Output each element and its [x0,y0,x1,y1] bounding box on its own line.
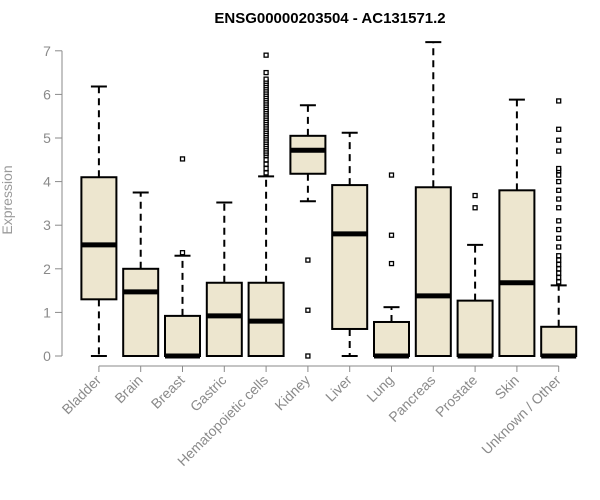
outlier-point [556,126,562,132]
outlier-point [556,235,562,241]
outlier-point [263,52,269,58]
y-tick-label: 4 [43,174,51,190]
outlier-point [179,250,186,256]
outlier-point [388,232,395,238]
outlier-point [556,261,562,268]
y-tick-label: 1 [43,304,51,320]
y-axis-label: Expression [0,165,15,234]
outlier-point [263,157,269,163]
outlier-point [556,98,562,104]
iqr-box [205,281,243,358]
iqr-box [456,299,494,357]
iqr-box [414,186,452,357]
y-tick-label: 3 [43,217,51,233]
box-brain [122,191,160,357]
x-tick-label: Bladder [59,372,105,418]
x-tick-label: Brain [111,372,145,406]
y-axis: 0 1 2 3 4 5 6 7 [43,43,63,364]
outlier-point [305,307,311,313]
outlier-point [263,170,269,176]
outlier-point [556,165,562,172]
box-gastric [205,201,243,358]
boxes [80,41,578,359]
x-tick-label: Breast [148,372,188,412]
outlier-point [305,353,311,359]
box-kidney [289,104,327,359]
outlier-point [556,148,562,154]
outlier-point [556,218,562,224]
outlier-point [263,76,269,82]
box-pancreas [414,41,452,357]
outlier-point [556,253,562,259]
outlier-point [472,205,478,211]
outlier-point [263,69,269,76]
outlier-point [556,270,562,276]
iqr-box [289,134,327,175]
outlier-point [556,196,562,202]
x-tick-label: Unknown / Other [478,372,564,458]
outlier-point [556,205,562,211]
x-tick-label: Prostate [432,372,480,420]
outlier-point [556,244,562,250]
y-tick-label: 6 [43,86,51,102]
box-lung [373,172,410,359]
box-liver [331,131,369,357]
x-tick-label: Liver [322,372,355,405]
box-unknown-other [540,98,578,359]
outlier-point [179,156,186,162]
outlier-point [556,172,562,178]
iqr-box [331,184,369,330]
outlier-point [556,257,562,263]
x-tick-label: Lung [363,372,396,405]
box-breast [164,156,201,359]
outlier-point [556,187,562,193]
chart-title: ENSG00000203504 - AC131571.2 [214,10,445,27]
iqr-box [498,189,536,357]
outlier-point [556,279,562,285]
y-tick-label: 0 [43,348,51,364]
outlier-point [263,161,269,167]
outlier-point [556,266,562,272]
outlier-point [305,257,311,263]
outlier-point [263,165,269,172]
box-hematopoietic-cells [247,52,285,358]
y-tick-label: 7 [43,43,51,59]
y-tick-label: 5 [43,130,51,146]
box-prostate [456,192,494,359]
iqr-box [122,267,160,357]
outlier-point [556,226,562,233]
iqr-box [164,314,201,357]
x-tick-label: Skin [491,372,522,403]
outlier-point [472,192,478,199]
y-tick-label: 2 [43,261,51,277]
outlier-point [556,274,562,281]
box-bladder [80,85,118,357]
iqr-box [80,176,118,301]
outlier-point [556,178,562,185]
box-skin [498,98,536,357]
x-tick-label: Kidney [271,372,313,414]
outlier-point [388,260,395,267]
outlier-point [388,172,395,178]
iqr-box [540,325,578,357]
outlier-point [556,137,562,143]
iqr-box [373,320,410,358]
